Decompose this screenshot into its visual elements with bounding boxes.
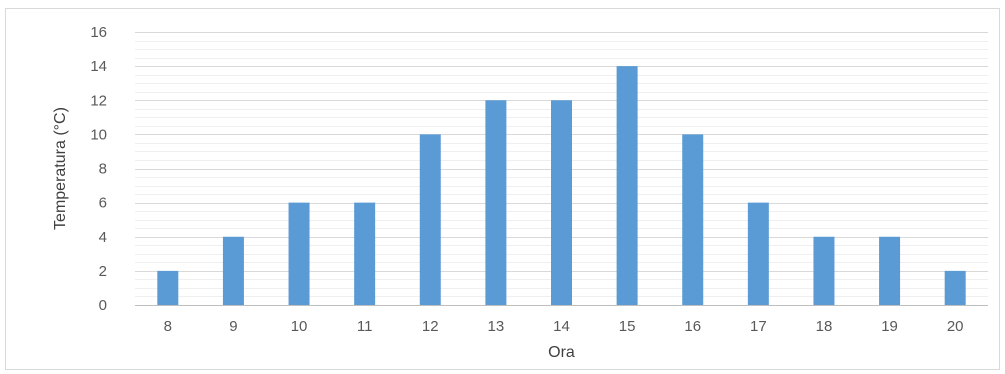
bar-13	[485, 100, 507, 305]
x-tick-label: 10	[291, 318, 308, 335]
bar-15	[616, 66, 638, 305]
y-tick-label: 6	[99, 195, 107, 212]
x-tick-label: 11	[357, 318, 373, 335]
bar-19	[879, 236, 901, 305]
y-tick-label: 4	[99, 229, 107, 246]
y-tick-label: 0	[99, 297, 107, 314]
bar-20	[944, 270, 966, 305]
y-axis-title: Temperatura (°C)	[52, 107, 69, 230]
x-tick-label: 9	[229, 318, 237, 335]
x-tick-label: 15	[619, 318, 636, 335]
y-tick-label: 12	[90, 92, 107, 109]
x-tick-label: 8	[164, 318, 172, 335]
x-tick-label: 12	[422, 318, 439, 335]
y-tick-label: 8	[99, 161, 107, 178]
x-tick-labels: 8 9 10 11 12 13 14 15 16 17 18 19 20	[164, 318, 964, 335]
x-tick-label: 18	[816, 318, 833, 335]
bar-14	[551, 100, 572, 305]
x-tick-label: 14	[553, 318, 570, 335]
y-tick-label: 2	[99, 263, 107, 280]
x-tick-label: 19	[881, 318, 898, 335]
y-tick-labels: 0 2 4 6 8 10 12 14 16	[90, 24, 107, 314]
y-tick-label: 10	[90, 126, 107, 143]
bar-11	[354, 202, 376, 305]
bar-9	[222, 236, 244, 305]
y-tick-label: 14	[90, 58, 107, 75]
bar-12	[419, 134, 441, 305]
bar-10	[288, 202, 310, 305]
bars	[157, 66, 966, 305]
x-tick-label: 16	[684, 318, 701, 335]
bar-16	[682, 134, 704, 305]
x-tick-label: 13	[488, 318, 505, 335]
bar-18	[813, 236, 835, 305]
bar-17	[747, 202, 769, 305]
y-tick-label: 16	[90, 24, 107, 41]
bar-8	[157, 270, 179, 305]
x-tick-label: 20	[947, 318, 964, 335]
x-axis-title: Ora	[548, 344, 575, 361]
x-tick-label: 17	[750, 318, 767, 335]
